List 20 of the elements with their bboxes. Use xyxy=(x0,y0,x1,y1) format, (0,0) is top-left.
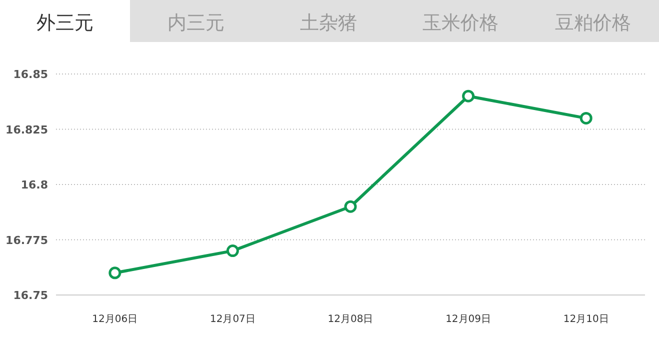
x-tick-label: 12月10日 xyxy=(563,314,609,325)
y-tick-label: 16.775 xyxy=(6,234,48,247)
x-tick-label: 12月08日 xyxy=(328,314,374,325)
y-tick-label: 16.75 xyxy=(13,289,48,302)
y-tick-label: 16.8 xyxy=(20,178,48,192)
y-tick-label: 16.825 xyxy=(6,123,48,136)
text: 豆粕价格 xyxy=(554,12,631,34)
point xyxy=(344,200,357,213)
x-tick-label: 12月09日 xyxy=(446,314,492,325)
point xyxy=(108,266,122,280)
point xyxy=(580,112,592,124)
point xyxy=(226,244,239,258)
text: 土杂猪 xyxy=(300,12,357,34)
chart-title: 外三元 xyxy=(36,12,94,34)
y-tick-label: 16.85 xyxy=(13,68,48,81)
text: 内三元 xyxy=(168,12,225,34)
x-tick-label: 12月06日 xyxy=(92,314,138,325)
text: 玉米价格 xyxy=(422,12,499,34)
x-tick-label: 12月07日 xyxy=(210,314,256,325)
point xyxy=(462,90,475,102)
